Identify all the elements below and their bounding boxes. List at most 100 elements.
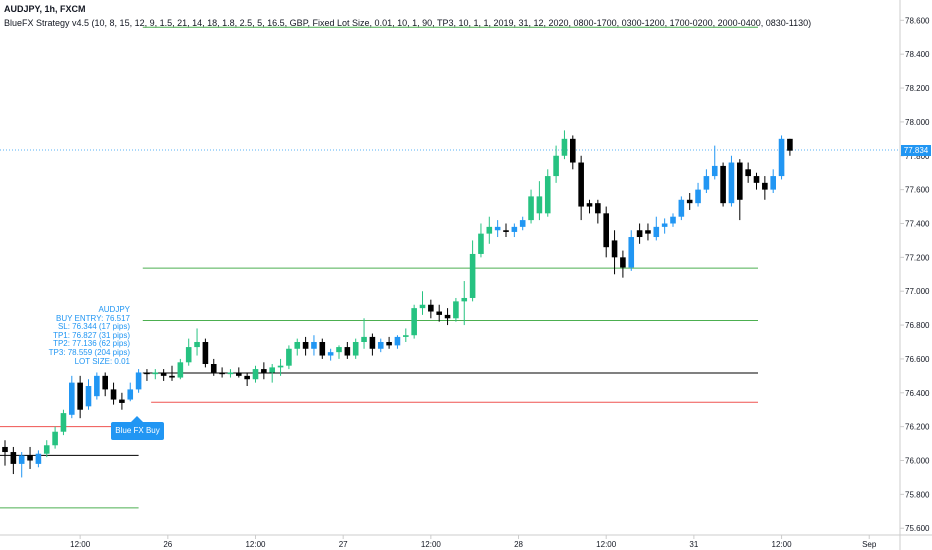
price-tick-label: 78.600	[905, 16, 930, 25]
candle-body	[194, 341, 200, 348]
candle-body	[102, 375, 108, 390]
price-tick-label: 76.000	[905, 457, 930, 466]
candle-body	[185, 347, 192, 363]
time-tick-label: 27	[339, 540, 348, 549]
candle-body	[177, 362, 184, 378]
candle-body	[570, 138, 576, 163]
candle-body	[653, 226, 660, 238]
candle-body	[2, 446, 8, 453]
candle-body	[302, 341, 309, 349]
candle-body	[286, 348, 292, 366]
candle-body	[787, 138, 793, 151]
candle-body	[444, 314, 451, 319]
candle-body	[169, 375, 175, 378]
candle-body	[69, 382, 75, 415]
price-tick-label: 77.400	[905, 219, 930, 228]
candle-body	[386, 341, 392, 346]
candle-body	[661, 223, 668, 227]
candle-body	[202, 341, 209, 365]
current-price-tag: 77.834	[901, 144, 931, 156]
candle-body	[411, 308, 417, 336]
time-tick-label: 12:00	[70, 540, 91, 549]
candle-body	[720, 165, 726, 204]
candle-body	[227, 372, 234, 375]
candle-body	[127, 389, 134, 400]
candle-body	[695, 189, 701, 204]
price-tick-label: 76.400	[905, 389, 930, 398]
candle-body	[603, 213, 609, 248]
strategy-parameters: BlueFX Strategy v4.5 (10, 8, 15, 12, 9, …	[4, 18, 812, 28]
trade-info-tp3: TP3: 78.559 (204 pips)	[48, 347, 130, 357]
candle-body	[778, 138, 785, 177]
candle-body	[419, 304, 426, 309]
price-tick-label: 76.200	[905, 423, 930, 432]
candle-body	[511, 226, 518, 232]
candle-body	[528, 196, 534, 221]
price-tick-label: 78.200	[905, 84, 930, 93]
price-tick-label: 76.800	[905, 321, 930, 330]
time-tick-label: 12:00	[421, 540, 442, 549]
price-tick-label: 77.000	[905, 287, 930, 296]
time-tick-label: 12:00	[245, 540, 266, 549]
candle-body	[478, 233, 484, 254]
candle-body	[586, 203, 593, 207]
candle-body	[219, 372, 225, 375]
candle-body	[377, 341, 384, 349]
candle-body	[645, 230, 651, 234]
candle-body	[678, 199, 685, 217]
candle-body	[494, 226, 501, 231]
candle-body	[436, 311, 442, 315]
price-tick-label: 78.000	[905, 118, 930, 127]
candle-body	[77, 382, 83, 410]
candle-body	[277, 365, 284, 368]
candle-body	[52, 431, 58, 446]
candle-body	[753, 176, 760, 183]
candle-body	[628, 237, 635, 268]
candle-body	[403, 335, 409, 337]
candle-body	[311, 341, 317, 349]
candle-body	[144, 372, 150, 375]
candle-body	[60, 413, 67, 432]
candle-body	[344, 347, 351, 356]
candle-body	[703, 176, 710, 190]
time-tick-label: Sep	[862, 540, 877, 549]
price-tick-label: 77.200	[905, 253, 930, 262]
candle-body	[770, 176, 776, 190]
candle-body	[27, 455, 33, 461]
candle-body	[745, 169, 751, 177]
price-tick-label: 78.400	[905, 50, 930, 59]
candle-body	[236, 372, 242, 376]
candle-body	[210, 364, 217, 373]
trade-info-lot: LOT SIZE: 0.01	[74, 356, 130, 366]
candle-body	[469, 253, 476, 298]
candle-body	[711, 165, 718, 177]
time-tick-label: 26	[163, 540, 172, 549]
candle-body	[461, 297, 468, 302]
candle-body	[10, 452, 17, 464]
candle-body	[737, 162, 743, 200]
symbol-title: AUDJPY, 1h, FXCM	[4, 4, 86, 14]
candle-body	[119, 399, 125, 403]
candle-body	[244, 375, 250, 380]
candle-body	[352, 341, 359, 356]
candle-body	[160, 372, 167, 376]
candle-body	[595, 203, 601, 214]
candle-body	[519, 220, 526, 227]
candle-body	[336, 347, 342, 353]
candle-body	[369, 336, 376, 349]
candle-body	[35, 453, 42, 464]
candle-body	[578, 162, 584, 207]
buy-signal-arrow-icon	[131, 416, 143, 422]
candle-body	[361, 336, 367, 342]
candle-body	[18, 455, 25, 464]
buy-signal-label[interactable]: Blue FX Buy	[111, 422, 164, 440]
trade-info-panel: AUDJPY BUY ENTRY: 76.517 SL: 76.344 (17 …	[40, 305, 130, 366]
trade-info-sl: SL: 76.344 (17 pips)	[57, 322, 130, 332]
time-tick-label: 12:00	[596, 540, 617, 549]
candle-body	[453, 301, 459, 319]
trade-info-symbol: AUDJPY	[98, 305, 130, 314]
price-tick-label: 75.800	[905, 490, 930, 499]
trade-info-tp1: TP1: 76.827 (31 pips)	[53, 330, 130, 340]
time-tick-label: 28	[514, 540, 523, 549]
